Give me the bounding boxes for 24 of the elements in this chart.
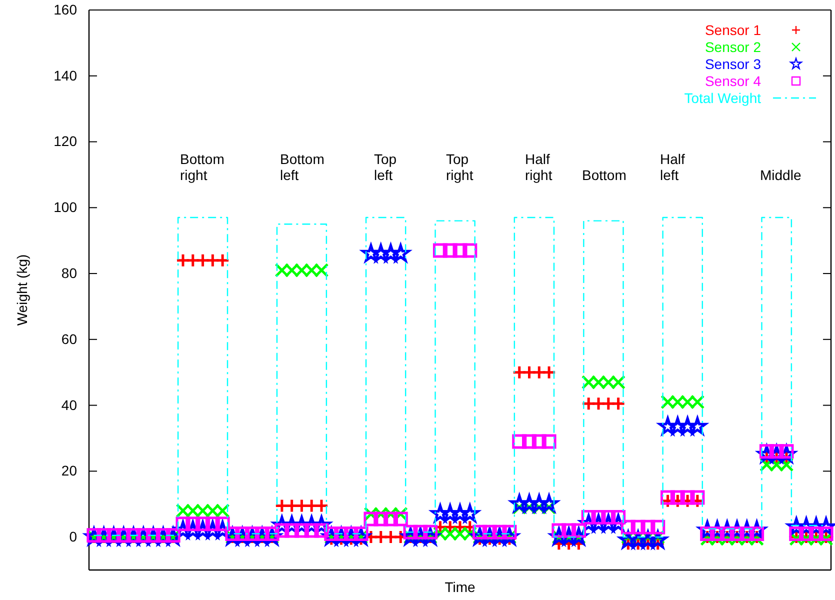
y-tick-label: 100 — [54, 199, 78, 216]
annotation: Bottom — [582, 167, 626, 183]
y-tick-label: 60 — [61, 330, 78, 347]
y-tick-label: 160 — [54, 1, 78, 18]
annotation: Top right — [446, 151, 474, 183]
legend-label: Sensor 3 — [704, 56, 762, 72]
x-axis-title: Time — [444, 579, 476, 595]
legend-label: Sensor 4 — [704, 72, 762, 89]
y-tick-label: 20 — [61, 462, 78, 479]
legend-label: Total Weight — [684, 90, 762, 106]
y-tick-label: 0 — [69, 528, 78, 545]
annotation: Half left — [660, 151, 686, 183]
y-axis-title: Weight (kg) — [14, 254, 30, 326]
y-tick-label: 120 — [54, 133, 78, 150]
annotation: Top left — [374, 151, 397, 183]
legend-label: Sensor 1 — [704, 22, 762, 38]
annotation: Bottom right — [180, 151, 224, 183]
annotation: Middle — [760, 167, 802, 183]
y-tick-label: 40 — [61, 396, 78, 413]
y-tick-label: 80 — [61, 265, 78, 282]
annotation: Half right — [525, 151, 552, 183]
legend-label: Sensor 2 — [704, 38, 762, 55]
y-tick-label: 140 — [54, 67, 78, 84]
annotation: Bottom left — [280, 151, 324, 183]
